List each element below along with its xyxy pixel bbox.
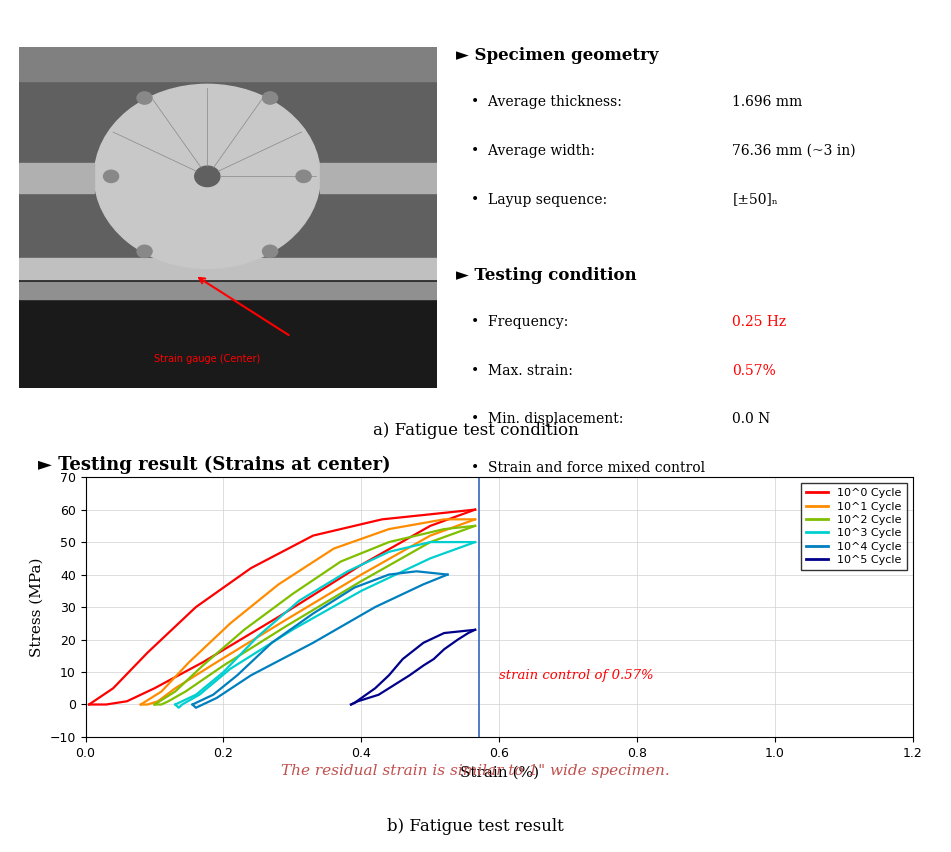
Text: [±50]ₙ: [±50]ₙ bbox=[732, 193, 778, 206]
Y-axis label: Stress (MPa): Stress (MPa) bbox=[29, 557, 44, 657]
Text: •  Average width:: • Average width: bbox=[471, 144, 594, 158]
Circle shape bbox=[137, 245, 152, 257]
Text: 76.36 mm (~3 in): 76.36 mm (~3 in) bbox=[732, 144, 856, 158]
Text: a) Fatigue test condition: a) Fatigue test condition bbox=[373, 422, 578, 439]
Circle shape bbox=[94, 84, 320, 268]
Bar bbox=[19, 163, 94, 193]
Text: 1.696 mm: 1.696 mm bbox=[732, 95, 803, 109]
Bar bbox=[19, 258, 437, 279]
Circle shape bbox=[195, 166, 220, 187]
Bar bbox=[19, 268, 437, 388]
Text: •  Min. displacement:: • Min. displacement: bbox=[471, 412, 623, 426]
Text: •  Max. strain:: • Max. strain: bbox=[471, 364, 573, 377]
Text: •  Average thickness:: • Average thickness: bbox=[471, 95, 622, 109]
Text: •  Frequency:: • Frequency: bbox=[471, 315, 568, 329]
Circle shape bbox=[296, 170, 311, 182]
Text: •  Strain and force mixed control: • Strain and force mixed control bbox=[471, 461, 705, 475]
X-axis label: Strain (%): Strain (%) bbox=[459, 765, 539, 780]
Text: ► Testing condition: ► Testing condition bbox=[456, 267, 637, 284]
Circle shape bbox=[104, 170, 119, 182]
Text: 0.57%: 0.57% bbox=[732, 364, 776, 377]
Text: strain control of 0.57%: strain control of 0.57% bbox=[499, 669, 654, 682]
Text: ► Testing result (Strains at center): ► Testing result (Strains at center) bbox=[38, 456, 391, 474]
Legend: 10^0 Cycle, 10^1 Cycle, 10^2 Cycle, 10^3 Cycle, 10^4 Cycle, 10^5 Cycle: 10^0 Cycle, 10^1 Cycle, 10^2 Cycle, 10^3… bbox=[801, 483, 907, 571]
Text: The residual strain is similar to 1" wide specimen.: The residual strain is similar to 1" wid… bbox=[281, 764, 670, 778]
Text: b) Fatigue test result: b) Fatigue test result bbox=[387, 818, 564, 835]
Text: 0.0 N: 0.0 N bbox=[732, 412, 770, 426]
Circle shape bbox=[262, 245, 278, 257]
Bar bbox=[19, 282, 437, 299]
Text: 0.25 Hz: 0.25 Hz bbox=[732, 315, 786, 329]
Bar bbox=[19, 47, 437, 81]
Text: •  Layup sequence:: • Layup sequence: bbox=[471, 193, 607, 206]
Circle shape bbox=[137, 92, 152, 104]
Circle shape bbox=[262, 92, 278, 104]
Text: ► Specimen geometry: ► Specimen geometry bbox=[456, 47, 659, 64]
Bar bbox=[19, 81, 437, 268]
Text: Strain gauge (Center): Strain gauge (Center) bbox=[154, 354, 261, 364]
Bar bbox=[320, 163, 437, 193]
